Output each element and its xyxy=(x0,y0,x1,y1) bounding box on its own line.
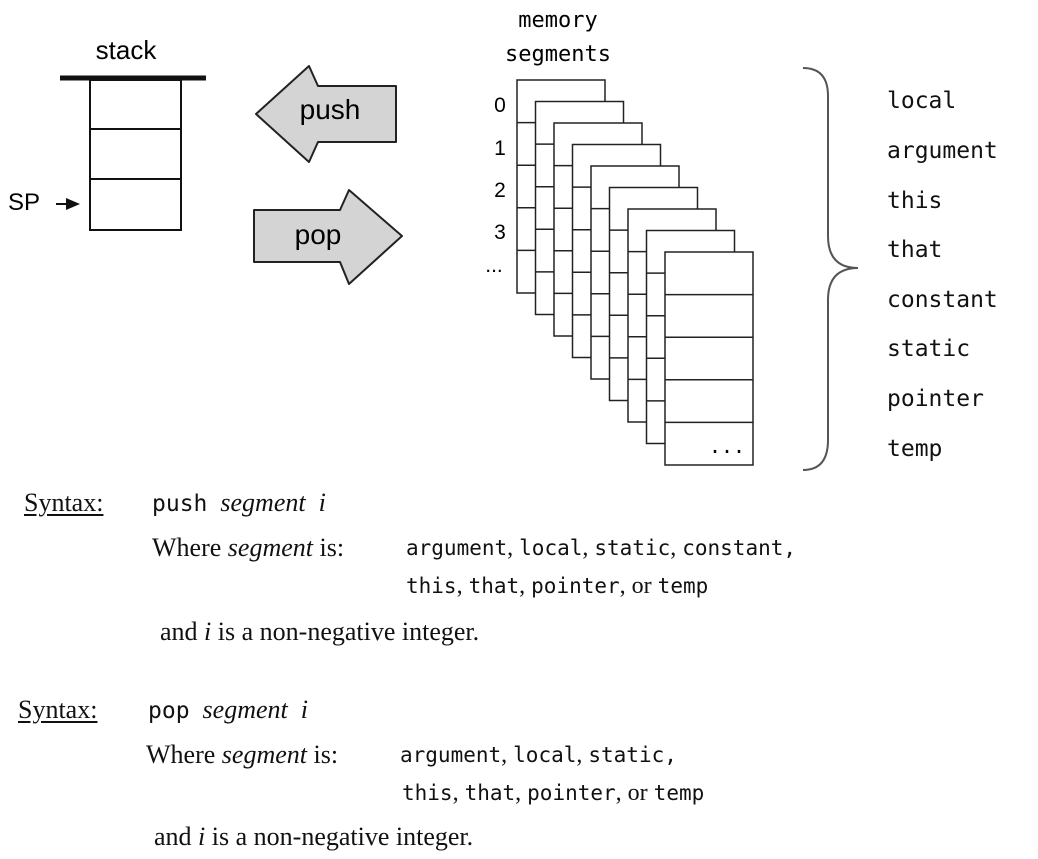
pop-label: pop xyxy=(295,219,342,250)
push-label: push xyxy=(300,94,361,125)
list-item: argument xyxy=(406,536,508,560)
list-item: local xyxy=(519,536,583,560)
where-suffix: is: xyxy=(319,533,345,562)
or-word: or xyxy=(631,573,652,599)
segment-name-that: that xyxy=(887,237,942,263)
list-item: pointer xyxy=(527,781,616,805)
pop-arrow-icon xyxy=(253,189,403,285)
where-label: Where segment is: xyxy=(152,533,344,563)
pop-segment-list-line2: this, that, pointer, or temp xyxy=(402,780,705,806)
sp-label: SP xyxy=(8,189,40,216)
segment-index: 2 xyxy=(494,179,506,202)
segment-name-constant: constant xyxy=(887,287,998,313)
push-arrow-icon xyxy=(255,65,397,163)
segment-name-argument: argument xyxy=(887,138,998,164)
stack-body xyxy=(89,79,182,231)
memory-segment-stack xyxy=(516,79,754,466)
list-item: temp xyxy=(657,574,709,598)
syntax-pop-command: pop segment i xyxy=(148,695,308,725)
push-keyword: push xyxy=(152,491,208,517)
i-word: i xyxy=(204,617,212,646)
integer-note: is a non-negative integer. xyxy=(211,822,474,851)
segment-name-static: static xyxy=(887,336,970,362)
segment-name-pointer: pointer xyxy=(887,386,984,412)
where-segment: segment xyxy=(227,533,313,562)
list-item: local xyxy=(513,743,577,767)
segment-name-local: local xyxy=(887,88,956,114)
curly-brace xyxy=(802,67,859,471)
push-integer-note: and i is a non-negative integer. xyxy=(160,617,479,647)
segment-name-temp: temp xyxy=(887,436,942,462)
i-word: i xyxy=(198,822,206,851)
index-word: i xyxy=(300,695,308,724)
segment-index: 0 xyxy=(494,94,506,117)
and-word: and xyxy=(154,822,192,851)
list-item: argument xyxy=(400,743,502,767)
index-word: i xyxy=(318,488,326,517)
where-segment: segment xyxy=(221,740,307,769)
where-label: Where segment is: xyxy=(146,740,338,770)
where-prefix: Where xyxy=(146,740,216,769)
syntax-pop-label: Syntax: xyxy=(18,695,98,724)
segment-block xyxy=(664,251,754,466)
vm-memory-diagram: stack SP push pop memory segments 0 1 2 … xyxy=(8,8,998,471)
and-word: and xyxy=(160,617,198,646)
segment-index: 1 xyxy=(494,137,506,160)
list-item: temp xyxy=(653,781,705,805)
push-segment-list-line1: argument, local, static, constant, xyxy=(406,535,797,561)
list-item: static, xyxy=(588,743,677,767)
list-item: pointer xyxy=(531,574,620,598)
pop-keyword: pop xyxy=(148,698,190,724)
memory-label-line2: segments xyxy=(505,42,611,67)
list-item: that xyxy=(464,781,516,805)
list-item: that xyxy=(468,574,520,598)
stack-label: stack xyxy=(96,35,158,65)
syntax-push-command: push segment i xyxy=(152,488,326,518)
list-item: this xyxy=(402,781,453,805)
syntax-push-label: Syntax: xyxy=(24,488,104,517)
segment-name-this: this xyxy=(887,188,942,214)
pop-integer-note: and i is a non-negative integer. xyxy=(154,822,473,852)
sp-arrow-icon xyxy=(66,198,80,210)
list-item: this xyxy=(406,574,457,598)
where-prefix: Where xyxy=(152,533,222,562)
segment-index: ... xyxy=(485,254,503,277)
segment-word: segment xyxy=(202,695,288,724)
integer-note: is a non-negative integer. xyxy=(217,617,480,646)
last-cell-ellipsis: ... xyxy=(709,434,745,458)
list-item: static xyxy=(594,536,671,560)
or-word: or xyxy=(627,780,648,806)
push-segment-list-line2: this, that, pointer, or temp xyxy=(406,573,709,599)
where-suffix: is: xyxy=(313,740,339,769)
memory-label-line1: memory xyxy=(518,8,597,33)
segment-word: segment xyxy=(220,488,306,517)
list-item: constant, xyxy=(682,536,797,560)
pop-segment-list-line1: argument, local, static, xyxy=(400,742,677,768)
segment-index: 3 xyxy=(494,221,506,244)
